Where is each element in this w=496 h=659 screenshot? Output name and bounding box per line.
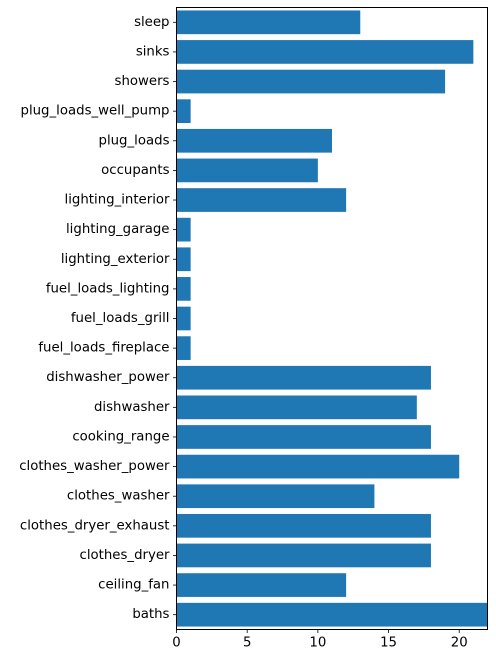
y-tick-label: sinks: [136, 44, 170, 59]
bar-clothes-washer-power: [176, 454, 460, 479]
y-tick-label: clothes_dryer: [80, 548, 170, 563]
y-tick-label: clothes_dryer_exhaust: [20, 518, 170, 533]
bar-lighting-exterior: [176, 247, 191, 272]
bar-baths: [176, 602, 488, 627]
y-tick-label: occupants: [101, 163, 169, 178]
y-tick-label: lighting_garage: [66, 222, 170, 237]
y-tick-label: fuel_loads_grill: [71, 311, 170, 326]
bar-sleep: [176, 10, 361, 35]
y-tick-label: lighting_interior: [65, 193, 170, 208]
bar-occupants: [176, 158, 318, 183]
y-tick-label: plug_loads_well_pump: [21, 104, 170, 119]
bar-cooking-range: [176, 425, 431, 449]
y-tick-label: showers: [115, 74, 170, 89]
bar-lighting-garage: [176, 217, 191, 242]
bar-dishwasher: [176, 395, 417, 420]
bar-fuel-loads-grill: [176, 306, 191, 331]
y-tick-label: plug_loads: [99, 133, 170, 148]
y-tick-label: clothes_washer: [67, 489, 170, 504]
x-axis: 0 5 10 15 20: [172, 629, 468, 651]
y-tick-label: ceiling_fan: [98, 578, 169, 593]
bar-plug-loads-well-pump: [176, 99, 191, 124]
bar-clothes-dryer-exhaust: [176, 513, 431, 538]
bar-fuel-loads-fireplace: [176, 336, 191, 360]
x-tick-label: 20: [451, 636, 468, 651]
y-axis: sleep sinks showers plug_loads_well_pumpplu…: [19, 15, 177, 622]
y-tick-label: clothes_washer_power: [19, 459, 170, 474]
x-tick-label: 0: [172, 636, 180, 651]
y-tick-label: fuel_loads_lighting: [46, 281, 170, 296]
y-tick-label: lighting_exterior: [61, 252, 170, 267]
bar-dishwasher-power: [176, 365, 431, 390]
x-tick-label: 10: [309, 636, 326, 651]
y-tick-label: sleep: [134, 15, 169, 30]
plot-frame: [176, 7, 488, 630]
y-tick-label: fuel_loads_fireplace: [38, 341, 169, 356]
x-tick-label: 15: [380, 636, 397, 651]
bar-clothes-dryer: [176, 543, 431, 568]
bar-lighting-interior: [176, 188, 347, 212]
y-tick-label: cooking_range: [72, 429, 169, 444]
bars-group: [176, 10, 488, 627]
bar-plug-loads: [176, 128, 332, 153]
y-tick-label: baths: [132, 607, 169, 622]
bar-showers: [176, 69, 446, 94]
bar-fuel-loads-lighting: [176, 277, 191, 301]
y-tick-label: dishwasher_power: [46, 370, 170, 385]
x-tick-label: 5: [243, 636, 251, 651]
bar-ceiling-fan: [176, 573, 347, 597]
y-tick-label: dishwasher: [94, 400, 170, 415]
bar-sinks: [176, 40, 474, 64]
bar-clothes-washer: [176, 484, 375, 509]
